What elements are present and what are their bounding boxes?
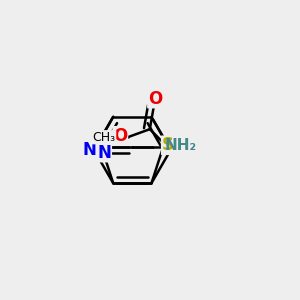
Text: N: N	[83, 141, 97, 159]
Text: S: S	[162, 136, 174, 154]
Text: O: O	[148, 90, 162, 108]
Text: CH₃: CH₃	[92, 131, 116, 144]
Text: O: O	[113, 127, 127, 145]
Text: N: N	[98, 144, 111, 162]
Text: NH₂: NH₂	[164, 138, 196, 153]
